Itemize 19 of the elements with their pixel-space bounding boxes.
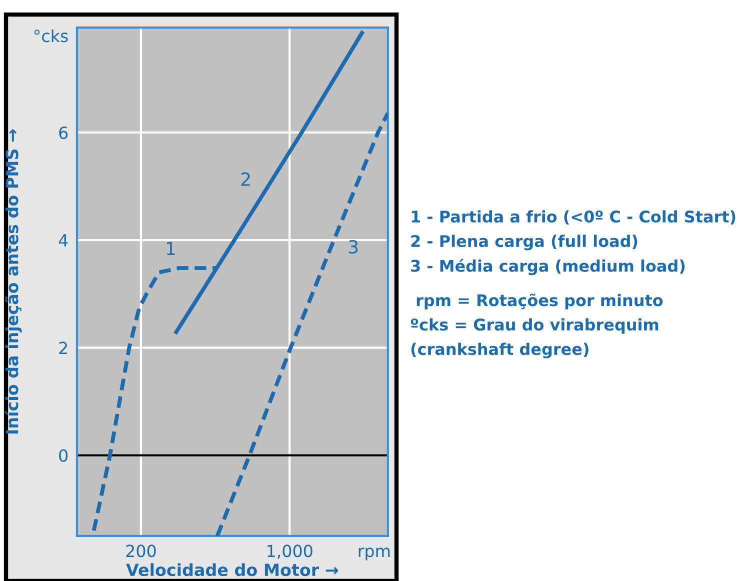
series-label: 3 bbox=[348, 240, 358, 254]
y-axis-title: Início da injeção antes do PMS → bbox=[4, 129, 22, 434]
y-tick-label: 6 bbox=[59, 126, 68, 140]
text: 1 - Partida a frio (<0º C - Cold Start) bbox=[412, 210, 736, 225]
y-tick-label: °cks bbox=[34, 29, 68, 42]
text: 3 - Média carga (medium load) bbox=[411, 258, 685, 276]
y-tick-label: 4 bbox=[58, 234, 68, 246]
y-tick-label: 0 bbox=[59, 449, 68, 462]
text: rpm = Rotações por minuto bbox=[416, 294, 663, 310]
text: 2 - Plena carga (full load) bbox=[411, 234, 638, 250]
series-label: 2 bbox=[241, 172, 250, 186]
series-label: 1 bbox=[166, 242, 175, 255]
y-tick-label: 2 bbox=[59, 342, 67, 354]
text: (crankshaft degree) bbox=[411, 342, 588, 358]
text: ºcks = Grau do virabrequim bbox=[410, 318, 658, 334]
x-axis-title: Velocidade do Motor → bbox=[126, 563, 338, 576]
x-tick-label: 1,000 bbox=[268, 544, 312, 559]
x-tick-label: 200 bbox=[126, 544, 156, 558]
x-tick-label: rpm bbox=[358, 548, 390, 560]
